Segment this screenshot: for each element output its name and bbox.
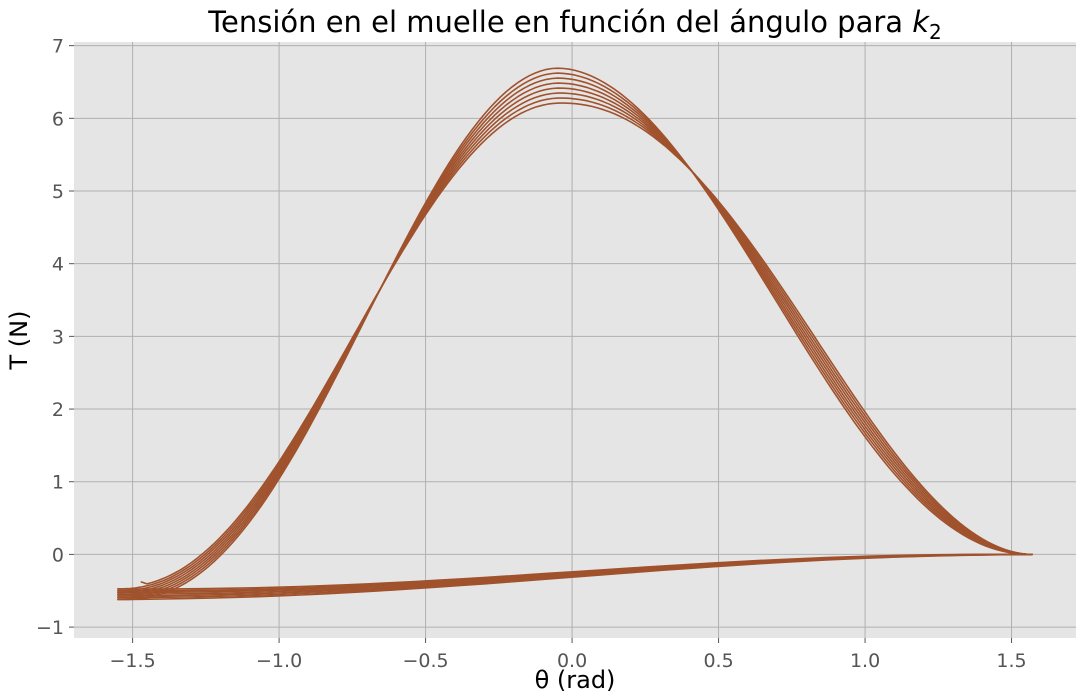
axis-ticks: −1.5 −1.0 −0.5 0.0 0.5 1.0 1.5 −1 0 1 2 3 4 5 6 7 bbox=[36, 36, 1027, 672]
chart-title: Tensión en el muelle en función del ángu… bbox=[207, 5, 942, 44]
y-axis-label: T (N) bbox=[5, 311, 33, 371]
y-tick-label: 7 bbox=[52, 36, 64, 58]
chart-title-math-subscript: 2 bbox=[929, 20, 942, 44]
x-tick-label: −1.0 bbox=[256, 650, 302, 672]
x-tick-label: −0.5 bbox=[403, 650, 449, 672]
plot-area bbox=[74, 42, 1076, 638]
y-tick-label: 3 bbox=[52, 326, 64, 348]
y-tick-label: 6 bbox=[52, 108, 64, 130]
x-tick-label: −1.5 bbox=[110, 650, 156, 672]
x-axis-label: θ (rad) bbox=[535, 666, 616, 694]
series-lines bbox=[117, 67, 1033, 601]
x-tick-label: 1.0 bbox=[850, 650, 880, 672]
y-tick-label: 4 bbox=[52, 254, 64, 276]
x-tick-label: 0.0 bbox=[557, 650, 587, 672]
x-tick-label: 0.5 bbox=[703, 650, 733, 672]
y-tick-label: −1 bbox=[36, 617, 64, 639]
y-tick-label: 1 bbox=[52, 472, 64, 494]
x-tick-label: 1.5 bbox=[996, 650, 1026, 672]
tension-curve-cycle-8 bbox=[117, 67, 1033, 601]
y-tick-label: 0 bbox=[52, 544, 64, 566]
chart-title-math: k bbox=[912, 5, 930, 39]
y-tick-label: 5 bbox=[52, 181, 64, 203]
chart-title-text: Tensión en el muelle en función del ángu… bbox=[207, 5, 912, 39]
y-tick-label: 2 bbox=[52, 399, 64, 421]
